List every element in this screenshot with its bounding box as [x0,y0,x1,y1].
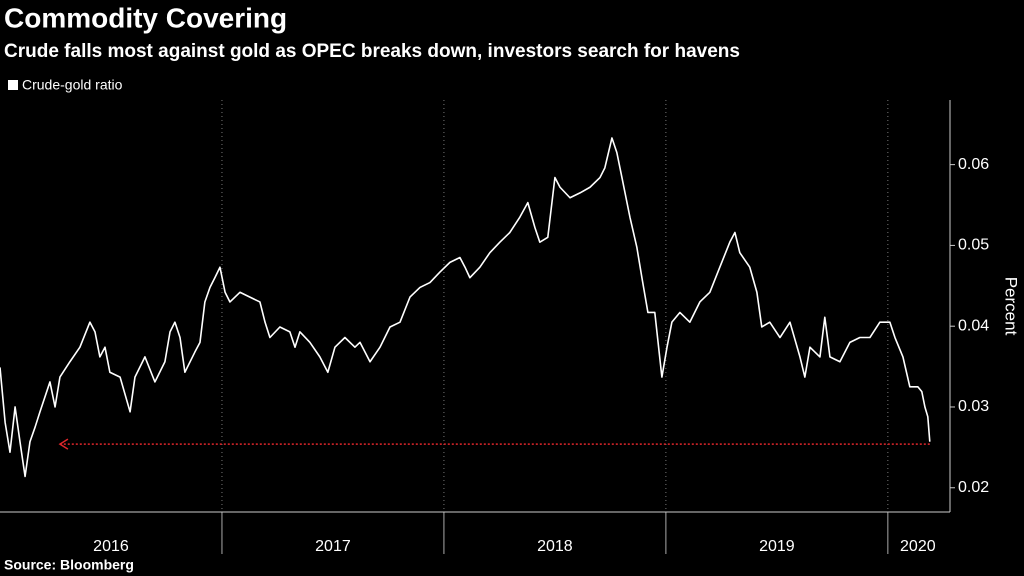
x-tick-label: 2019 [759,538,795,555]
y-tick-label: 0.05 [958,237,989,254]
source: Source: Bloomberg [4,557,134,573]
x-tick-label: 2016 [93,538,129,555]
y-axis-label: Percent [1002,277,1021,336]
x-tick-label: 2020 [900,538,936,555]
x-tick-label: 2017 [315,538,351,555]
chart-subtitle: Crude falls most against gold as OPEC br… [4,41,740,62]
chart-title: Commodity Covering [4,2,287,33]
y-tick-label: 0.04 [958,317,989,334]
y-tick-label: 0.03 [958,398,989,415]
y-tick-label: 0.06 [958,156,989,173]
legend-label: Crude-gold ratio [22,77,123,93]
line [0,137,931,478]
x-tick-label: 2018 [537,538,573,555]
y-tick-label: 0.02 [958,479,989,496]
legend-swatch [8,80,18,90]
arrow-head [58,438,69,450]
